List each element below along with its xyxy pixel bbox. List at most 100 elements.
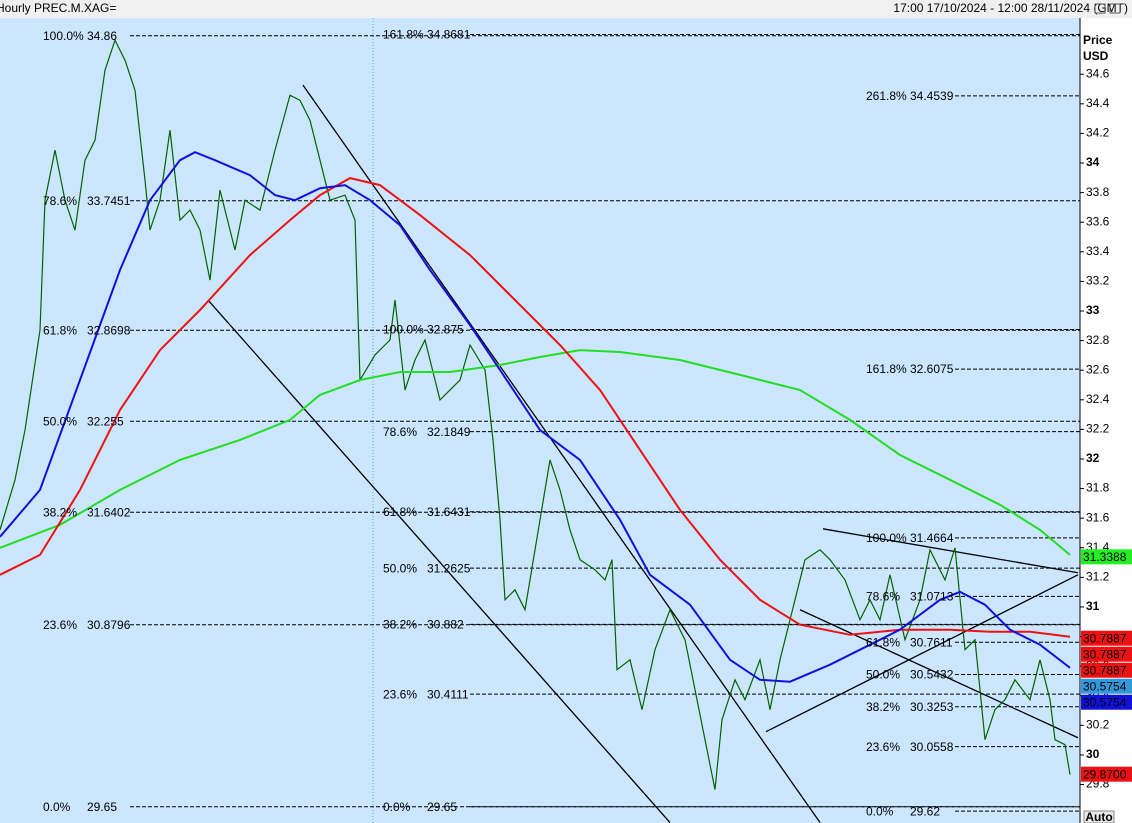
y-tick-label: 32.4 bbox=[1086, 392, 1110, 406]
fib-percent: 61.8% bbox=[43, 323, 77, 337]
y-tick-label: 34.4 bbox=[1086, 96, 1110, 110]
price-tag bbox=[1081, 646, 1132, 662]
y-tick-label: 32.8 bbox=[1086, 333, 1110, 347]
fib-value: 32.255 bbox=[87, 414, 124, 428]
fib-value: 30.3253 bbox=[910, 700, 954, 714]
auto-button[interactable] bbox=[1083, 810, 1115, 823]
y-tick-label: 31.8 bbox=[1086, 481, 1110, 495]
fib-value: 31.6431 bbox=[427, 505, 471, 519]
fib-value: 29.65 bbox=[87, 800, 117, 814]
fib-value: 32.1849 bbox=[427, 425, 471, 439]
price-tag-label: 30.7887 bbox=[1083, 663, 1127, 677]
fib-value: 32.875 bbox=[427, 323, 464, 337]
fib-percent: 61.8% bbox=[866, 635, 900, 649]
price-tag bbox=[1081, 549, 1132, 565]
fib-percent: 100.0% bbox=[43, 29, 84, 43]
y-tick-label: 33.4 bbox=[1086, 244, 1110, 258]
trend-line bbox=[799, 609, 1079, 739]
price-tag bbox=[1081, 766, 1132, 782]
y-tick-label: 31.2 bbox=[1086, 570, 1110, 584]
price-tag bbox=[1081, 630, 1132, 646]
y-tick-label: 32.6 bbox=[1086, 362, 1110, 376]
y-tick-label: 33.2 bbox=[1086, 274, 1110, 288]
fib-percent: 38.2% bbox=[43, 505, 77, 519]
y-tick-label: 34.6 bbox=[1086, 66, 1110, 80]
fib-value: 30.8796 bbox=[87, 618, 131, 632]
price-tag bbox=[1081, 662, 1132, 678]
price-tag-label: 31.3388 bbox=[1083, 550, 1127, 564]
axis-group: 34.6 34.4 34.2 34 33.8 33.6 33.4 33.2 33 32.8 32.6… bbox=[1080, 66, 1132, 791]
fib-value: 32.6075 bbox=[910, 362, 954, 376]
y-tick-label: 32 bbox=[1086, 451, 1100, 465]
fib-percent: 100.0% bbox=[383, 323, 424, 337]
series-line bbox=[0, 177, 1071, 638]
fib-percent: 0.0% bbox=[866, 804, 894, 818]
axis-title: Price bbox=[1083, 33, 1113, 47]
price-tag-label: 29.8700 bbox=[1083, 767, 1127, 781]
fib-percent: 78.6% bbox=[866, 590, 900, 604]
fib-percent: 23.6% bbox=[866, 740, 900, 754]
fib-percent: 0.0% bbox=[383, 800, 411, 814]
fib-percent: 38.2% bbox=[383, 618, 417, 632]
y-tick-label: 33.6 bbox=[1086, 214, 1110, 228]
y-tick-label: 34 bbox=[1086, 155, 1100, 169]
price-tag-label: 30.7887 bbox=[1083, 647, 1127, 661]
window-icon[interactable] bbox=[1094, 3, 1106, 14]
price-tag-label: 30.5754 bbox=[1083, 679, 1127, 693]
fib-percent: 50.0% bbox=[383, 561, 417, 575]
series-line bbox=[0, 38, 1071, 790]
fib-value: 29.65 bbox=[427, 800, 457, 814]
y-tick-label: 30 bbox=[1086, 747, 1100, 761]
fib-value: 34.4539 bbox=[910, 89, 954, 103]
fib-percent: 161.8% bbox=[866, 362, 907, 376]
fib-percent: 261.8% bbox=[866, 89, 907, 103]
fib-value: 30.0558 bbox=[910, 740, 954, 754]
fib-percent: 100.0% bbox=[866, 531, 907, 545]
auto-button-label[interactable]: Auto bbox=[1085, 810, 1112, 823]
fib-value: 30.4111 bbox=[427, 687, 469, 701]
fib-value: 34.8681 bbox=[427, 28, 471, 42]
y-tick-label: 33.8 bbox=[1086, 185, 1110, 199]
y-tick-label: 31 bbox=[1086, 599, 1100, 613]
fib-percent: 61.8% bbox=[383, 505, 417, 519]
fib-percent: 38.2% bbox=[866, 700, 900, 714]
fib-value: 31.4664 bbox=[910, 531, 954, 545]
y-tick-label: 30.2 bbox=[1086, 718, 1110, 732]
fib-value: 34.86 bbox=[87, 29, 117, 43]
date-range: 17:00 17/10/2024 - 12:00 28/11/2024 (GMT… bbox=[893, 1, 1128, 15]
header-bar bbox=[0, 0, 1132, 18]
y-tick-label: 34.2 bbox=[1086, 126, 1110, 140]
fib-percent: 23.6% bbox=[43, 618, 77, 632]
fib-value: 31.6402 bbox=[87, 505, 131, 519]
window-icon[interactable] bbox=[1109, 3, 1121, 14]
series-line bbox=[0, 349, 1071, 556]
plot-area bbox=[0, 18, 1080, 823]
fib-value: 32.8698 bbox=[87, 323, 131, 337]
plot bbox=[0, 34, 1080, 823]
fib-value: 30.882 bbox=[427, 618, 464, 632]
price-tag bbox=[1081, 678, 1132, 694]
price-tag-label: 30.7887 bbox=[1083, 631, 1127, 645]
trend-line bbox=[765, 574, 1079, 733]
chart-title: Hourly PREC.M.XAG= bbox=[0, 1, 116, 15]
fib-percent: 0.0% bbox=[43, 800, 71, 814]
trend-line bbox=[822, 528, 1079, 574]
fib-percent: 78.6% bbox=[383, 425, 417, 439]
price-tag bbox=[1081, 694, 1132, 710]
y-tick-label: 32.2 bbox=[1086, 422, 1110, 436]
fib-percent: 50.0% bbox=[43, 414, 77, 428]
axis-title: USD bbox=[1083, 49, 1109, 63]
trend-line bbox=[207, 299, 671, 823]
fib-percent: 23.6% bbox=[383, 687, 417, 701]
fib-value: 31.2625 bbox=[427, 561, 471, 575]
fib-value: 33.7451 bbox=[87, 194, 131, 208]
trend-line bbox=[302, 84, 821, 823]
fib-value: 30.7611 bbox=[910, 635, 953, 649]
price-tag-label: 30.5754 bbox=[1083, 695, 1127, 709]
fib-percent: 161.8% bbox=[383, 28, 424, 42]
fib-percent: 50.0% bbox=[866, 668, 900, 682]
fib-percent: 78.6% bbox=[43, 194, 77, 208]
y-tick-label: 33 bbox=[1086, 303, 1100, 317]
